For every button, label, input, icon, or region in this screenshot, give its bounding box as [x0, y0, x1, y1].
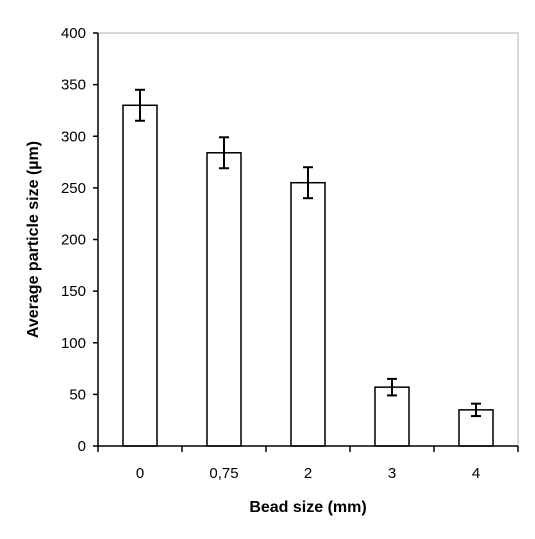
error-bar-3: [387, 377, 397, 397]
error-bar-2: [303, 166, 313, 200]
y-tick-label: 150: [61, 283, 86, 300]
error-bar-4: [471, 402, 481, 418]
error-bar-0: [135, 88, 145, 122]
x-tick-label: 0,75: [209, 465, 238, 482]
x-tick-label: 4: [472, 465, 480, 482]
x-axis-title: Bead size (mm): [249, 499, 366, 516]
axes: 0 50 100 150 200 250 300 350 400 0 0,75 2 3 4: [61, 25, 519, 482]
y-tick-label: 400: [61, 25, 86, 42]
y-tick-label: 0: [78, 438, 86, 455]
bars: [122, 88, 494, 447]
y-tick-label: 100: [61, 335, 86, 352]
x-tick-label: 2: [304, 465, 312, 482]
x-tick-label: 3: [388, 465, 396, 482]
y-tick-label: 250: [61, 180, 86, 197]
error-bar-0,75: [219, 136, 229, 170]
y-axis-title: Average particle size (µm): [25, 141, 42, 338]
bar-0: [122, 104, 158, 447]
y-tick-label: 350: [61, 77, 86, 94]
y-tick-label: 300: [61, 128, 86, 145]
y-tick-label: 200: [61, 232, 86, 249]
bar-2: [290, 181, 326, 447]
y-tick-label: 50: [69, 386, 86, 403]
bar-0,75: [206, 152, 242, 447]
x-tick-label: 0: [136, 465, 144, 482]
